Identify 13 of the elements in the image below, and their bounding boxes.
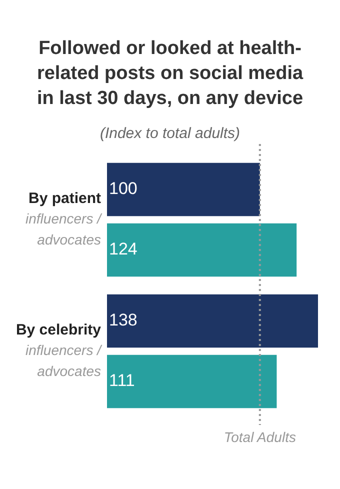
data-label: 100 (109, 179, 138, 198)
data-label: 124 (109, 240, 138, 259)
bar (107, 354, 277, 408)
data-label: 111 (109, 371, 135, 390)
chart-title: Followed or looked at health-related posts on social media in last 30 days, on any device (36, 37, 304, 111)
data-label: 138 (109, 310, 138, 330)
bar (107, 223, 297, 277)
bar (107, 162, 260, 216)
ref-line-label: Total Adults (224, 428, 296, 445)
y-tick-label: By celebrity influencers / advocates (16, 321, 104, 380)
y-tick-label: By patient influencers / advocates (26, 190, 104, 248)
bar (107, 294, 318, 348)
chart-subtitle: (Index to total adults) (98, 125, 242, 142)
